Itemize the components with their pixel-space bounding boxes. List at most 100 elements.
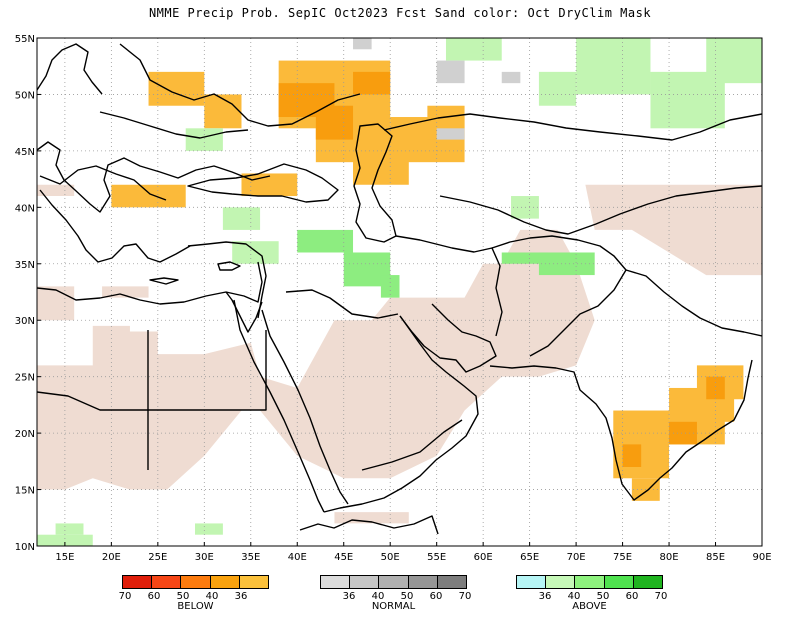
legend-swatch: [437, 576, 467, 588]
below-normal-cell: [148, 71, 205, 106]
legend-swatch: [321, 576, 351, 588]
below-normal-cell: [111, 184, 186, 208]
border-egypt-sinai: [225, 291, 263, 333]
above-normal-cell: [538, 71, 577, 106]
legend-tick-label: 36: [234, 591, 248, 602]
above-normal-cell: [195, 523, 223, 535]
above-legend-ticks: 36 40 50 60 70: [516, 589, 668, 602]
coastline-crete: [149, 277, 179, 285]
above-normal-cell: [297, 229, 354, 253]
lon-tick-label: 90E: [752, 552, 771, 560]
legend-tick-label: 70: [458, 591, 472, 602]
normal-cell: [353, 38, 372, 50]
legend-swatch: [181, 576, 211, 588]
coastline-persian-gulf: [399, 303, 497, 373]
legend-swatch: [517, 576, 547, 588]
lat-tick-label: 35N: [15, 260, 35, 271]
lat-tick-label: 20N: [15, 429, 35, 440]
legend-tick-label: 70: [118, 591, 132, 602]
normal-legend-swatches: [320, 575, 467, 589]
coastline-north-africa: [37, 261, 263, 305]
above-legend: 36 40 50 60 70 ABOVE: [516, 575, 668, 615]
lat-lon-grid: [37, 38, 762, 546]
above-normal-cell: [501, 252, 549, 264]
legend-tick-label: 70: [654, 591, 668, 602]
probability-map: 15E 20E 25E 30E 35E 40E 45E 50E 55E 60E 65E 70E 75E 8…: [15, 34, 772, 560]
border-ukraine: [99, 111, 249, 139]
above-normal-cell: [706, 38, 762, 84]
legend-tick-label: 50: [400, 591, 414, 602]
border-afghanistan: [491, 235, 627, 357]
coastline-arabia-south: [323, 315, 479, 513]
axis-ticks: [37, 37, 763, 547]
legend-tick-label: 36: [538, 591, 552, 602]
border-yemen-oman: [361, 419, 463, 471]
above-legend-swatches: [516, 575, 663, 589]
legend-tick-label: 40: [205, 591, 219, 602]
coastline-europe-med: [37, 141, 271, 213]
latitude-labels: 55N 50N 45N 40N 35N 30N 25N 20N 15N 10N: [15, 34, 35, 553]
above-normal-cell: [55, 523, 84, 535]
lon-tick-label: 85E: [706, 552, 725, 560]
border-india-north: [625, 269, 762, 337]
legend-tick-label: 50: [176, 591, 190, 602]
legend-swatch: [633, 576, 663, 588]
below-legend-swatches: [122, 575, 269, 589]
lon-tick-label: 60E: [474, 552, 493, 560]
legend-swatch: [239, 576, 269, 588]
lat-tick-label: 50N: [15, 90, 35, 101]
above-legend-caption: ABOVE: [572, 601, 607, 612]
lon-tick-label: 30E: [195, 552, 214, 560]
coastline-red-sea-east: [261, 309, 349, 505]
coastlines-borders: [37, 43, 762, 535]
lon-tick-label: 25E: [148, 552, 167, 560]
border-russia-west: [119, 43, 361, 127]
legend-swatch: [575, 576, 605, 588]
lat-tick-label: 45N: [15, 147, 35, 158]
below-normal-cell: [315, 105, 354, 140]
below-normal-cell: [353, 71, 391, 95]
lat-tick-label: 55N: [15, 34, 35, 45]
lon-tick-label: 70E: [567, 552, 586, 560]
legend-tick-label: 60: [429, 591, 443, 602]
lon-tick-label: 40E: [288, 552, 307, 560]
border-balkans: [39, 165, 167, 201]
below-legend-caption: BELOW: [177, 601, 214, 612]
coastline-levant-turkey: [187, 241, 267, 319]
legend-tick-label: 40: [567, 591, 581, 602]
legend-tick-label: 36: [342, 591, 356, 602]
legend-swatch: [350, 576, 380, 588]
dry-mask-region: [37, 184, 75, 197]
above-normal-cell: [445, 38, 502, 61]
below-normal-cell: [669, 421, 697, 445]
above-normal-cell: [538, 252, 595, 276]
border-saudi-iraq: [285, 289, 399, 319]
above-normal-cell: [511, 196, 539, 219]
lon-tick-label: 75E: [613, 552, 632, 560]
below-normal-cell: [706, 376, 725, 400]
below-legend: 70 60 50 40 36 BELOW: [118, 575, 269, 615]
coastline-iran-pakistan: [489, 359, 753, 501]
above-normal-cell: [576, 38, 651, 95]
lat-tick-label: 10N: [15, 542, 35, 553]
lon-tick-label: 55E: [427, 552, 446, 560]
above-normal-cell: [185, 128, 223, 151]
legend-tick-label: 60: [625, 591, 639, 602]
map-title: NMME Precip Prob. SepIC Oct2023 Fcst San…: [148, 6, 652, 20]
legend-tick-label: 40: [371, 591, 385, 602]
above-normal-cell: [232, 241, 279, 264]
legend-swatch: [546, 576, 576, 588]
legend-swatch: [408, 576, 438, 588]
lon-tick-label: 65E: [520, 552, 539, 560]
lon-tick-label: 45E: [334, 552, 353, 560]
lon-tick-label: 20E: [102, 552, 121, 560]
normal-cell: [436, 60, 465, 84]
lat-tick-label: 15N: [15, 486, 35, 497]
coastline-cyprus: [217, 261, 241, 271]
coastline-italy-greece: [39, 189, 191, 263]
above-normal-cell: [37, 534, 93, 546]
coastline-baltic: [37, 43, 103, 95]
lat-tick-label: 40N: [15, 203, 35, 214]
lon-tick-label: 35E: [241, 552, 260, 560]
legend-swatch: [210, 576, 240, 588]
